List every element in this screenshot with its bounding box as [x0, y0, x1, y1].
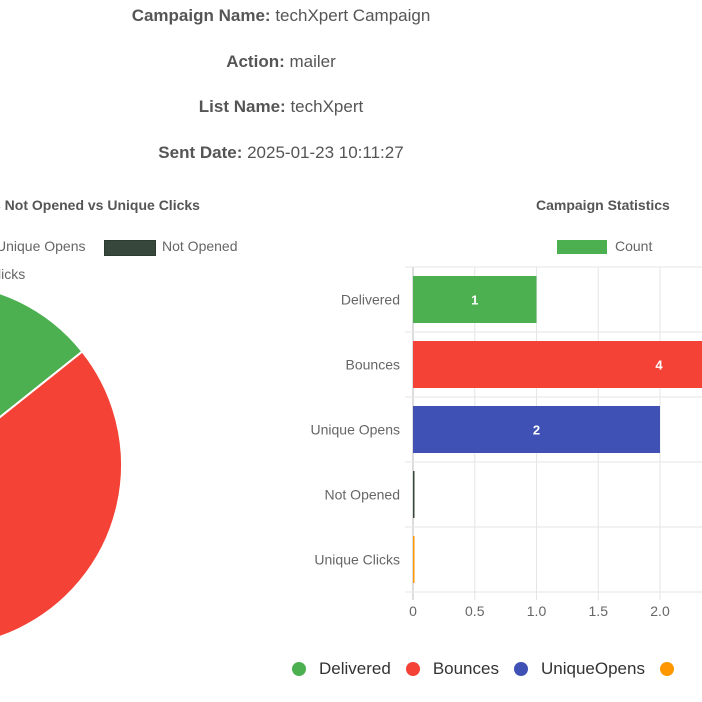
action-value: mailer: [289, 52, 336, 71]
pie-legend-not-opened[interactable]: Not Opened: [162, 238, 238, 254]
x-tick-label: 1.5: [589, 603, 609, 619]
pie-legend-not-opened-swatch[interactable]: [104, 240, 156, 256]
list-name-line: List Name: techXpert: [0, 97, 562, 117]
pie-chart[interactable]: [0, 240, 300, 700]
bar-chart-title: Campaign Statistics: [536, 197, 670, 213]
bottom-legend-item-bounces[interactable]: Bounces: [405, 659, 499, 679]
campaign-name-label: Campaign Name:: [131, 6, 271, 25]
bar-unique-opens[interactable]: [413, 406, 660, 453]
sent-date-line: Sent Date: 2025-01-23 10:11:27: [0, 143, 562, 163]
list-name-label: List Name:: [198, 97, 286, 116]
y-tick-label: Unique Clicks: [314, 552, 400, 568]
bar-data-label: 2: [533, 423, 540, 438]
x-tick-label: 0.5: [465, 603, 485, 619]
bar-not-opened[interactable]: [413, 471, 415, 518]
x-tick-label: 1.0: [527, 603, 547, 619]
pie-slice-bounces[interactable]: [0, 350, 123, 647]
action-label: Action:: [226, 52, 285, 71]
sent-date-value: 2025-01-23 10:11:27: [247, 143, 404, 162]
pie-chart-title: s Not Opened vs Unique Clicks: [0, 197, 200, 213]
bottom-legend-item-4[interactable]: [659, 662, 687, 676]
list-name-value: techXpert: [290, 97, 364, 116]
bar-bounces[interactable]: [413, 341, 702, 388]
bottom-legend-item-delivered[interactable]: Delivered: [292, 659, 391, 679]
y-tick-label: Bounces: [346, 357, 400, 373]
bottom-legend: Delivered Bounces UniqueOpens: [292, 657, 702, 681]
y-tick-label: Unique Opens: [310, 422, 400, 438]
pie-legend-unique-clicks[interactable]: licks: [0, 266, 26, 282]
bar-data-label: 1: [471, 293, 478, 308]
bar-data-label: 4: [655, 358, 663, 373]
action-line: Action: mailer: [0, 52, 562, 72]
legend-dot-icon: [513, 662, 528, 676]
bottom-legend-item-unique-opens[interactable]: UniqueOpens: [513, 659, 645, 679]
campaign-name-value: techXpert Campaign: [275, 6, 431, 25]
bottom-legend-label: Bounces: [432, 659, 499, 678]
bar-legend-count[interactable]: Count: [615, 238, 653, 254]
y-tick-label: Delivered: [341, 292, 400, 308]
x-tick-label: 0: [409, 603, 417, 619]
bar-legend-count-swatch[interactable]: [557, 240, 607, 254]
campaign-name-line: Campaign Name: techXpert Campaign: [0, 6, 562, 26]
legend-dot-icon: [405, 662, 420, 676]
bar-delivered[interactable]: [413, 276, 537, 323]
bar-unique-clicks[interactable]: [413, 536, 415, 583]
sent-date-label: Sent Date:: [158, 143, 243, 162]
pie-legend-unique-opens[interactable]: Unique Opens: [0, 238, 86, 254]
bottom-legend-label: Delivered: [319, 659, 391, 678]
bottom-legend-label: UniqueOpens: [540, 659, 645, 678]
x-tick-label: 2.0: [650, 603, 670, 619]
y-tick-label: Not Opened: [325, 487, 401, 503]
pie-slice-delivered[interactable]: [0, 283, 84, 465]
legend-dot-icon: [292, 662, 306, 676]
legend-dot-icon: [659, 662, 674, 676]
